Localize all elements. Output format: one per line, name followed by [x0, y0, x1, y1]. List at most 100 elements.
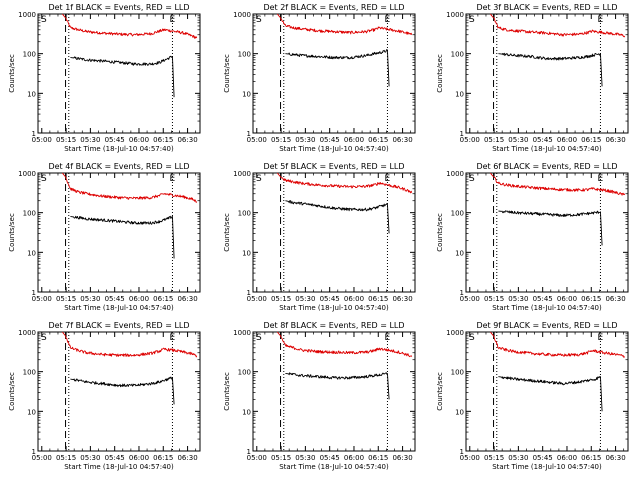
y-tick-label: 100 — [238, 369, 251, 377]
x-tick-label: 05:15 — [484, 454, 504, 462]
chart-title: Det 2f BLACK = Events, RED = LLD — [263, 3, 404, 12]
x-tick-label: 06:15 — [581, 454, 601, 462]
x-tick-label: 05:30 — [295, 136, 315, 144]
x-axis-label: Start Time (18-Jul-10 04:57:40) — [492, 463, 602, 471]
end-marker-label: E — [597, 333, 603, 343]
y-tick-label: 1000 — [233, 329, 251, 337]
y-tick-label: 10 — [242, 408, 251, 416]
x-tick-label: 06:00 — [344, 295, 364, 303]
chart-panel-1: Det 1f BLACK = Events, RED = LLD Counts/s… — [8, 3, 201, 153]
events-series-line — [498, 376, 603, 412]
end-marker-label: E — [169, 174, 175, 184]
x-axis-label: Start Time (18-Jul-10 04:57:40) — [492, 304, 602, 312]
x-tick-label: 05:15 — [484, 136, 504, 144]
y-axis-label: Counts/sec — [8, 213, 16, 252]
x-tick-label: 06:00 — [557, 136, 577, 144]
lld-series-line — [489, 172, 626, 196]
lld-series-line — [276, 13, 413, 35]
x-tick-label: 05:00 — [247, 295, 267, 303]
y-tick-label: 10 — [455, 249, 464, 257]
end-marker-label: E — [597, 15, 603, 25]
x-tick-label: 05:15 — [271, 454, 291, 462]
start-marker-label: S — [41, 174, 47, 184]
end-marker-label: E — [384, 333, 390, 343]
x-tick-label: 05:00 — [247, 454, 267, 462]
chart-title: Det 4f BLACK = Events, RED = LLD — [48, 162, 189, 171]
x-tick-label: 05:15 — [56, 454, 76, 462]
y-axis-label: Counts/sec — [223, 54, 231, 93]
events-series-line — [285, 372, 390, 400]
lld-series-line — [61, 13, 198, 39]
y-axis-label: Counts/sec — [223, 372, 231, 411]
x-tick-label: 06:15 — [368, 136, 388, 144]
x-tick-label: 06:15 — [368, 454, 388, 462]
x-tick-label: 05:15 — [271, 136, 291, 144]
end-marker-label: E — [169, 15, 175, 25]
x-tick-label: 06:15 — [153, 136, 173, 144]
y-axis-label: Counts/sec — [436, 54, 444, 93]
x-tick-label: 05:45 — [320, 454, 340, 462]
events-series-line — [498, 52, 603, 87]
end-marker-label: E — [384, 174, 390, 184]
x-axis-label: Start Time (18-Jul-10 04:57:40) — [64, 463, 174, 471]
x-tick-label: 06:00 — [344, 454, 364, 462]
x-tick-label: 06:30 — [605, 136, 625, 144]
y-tick-label: 1 — [32, 448, 36, 456]
y-tick-label: 100 — [238, 210, 251, 218]
plot-frame — [37, 331, 201, 452]
x-tick-label: 06:00 — [129, 454, 149, 462]
x-tick-label: 05:30 — [80, 454, 100, 462]
x-tick-label: 05:00 — [32, 295, 52, 303]
y-tick-label: 10 — [27, 408, 36, 416]
start-marker-label: S — [469, 333, 475, 343]
chart-title: Det 9f BLACK = Events, RED = LLD — [476, 321, 617, 330]
x-tick-label: 05:45 — [105, 454, 125, 462]
x-tick-label: 06:15 — [153, 295, 173, 303]
x-tick-label: 06:00 — [557, 295, 577, 303]
x-tick-label: 05:00 — [247, 136, 267, 144]
y-tick-label: 1 — [247, 448, 251, 456]
x-tick-label: 06:15 — [581, 136, 601, 144]
x-tick-label: 05:30 — [295, 295, 315, 303]
y-axis-label: Counts/sec — [8, 54, 16, 93]
x-tick-label: 06:30 — [605, 454, 625, 462]
chart-title: Det 3f BLACK = Events, RED = LLD — [476, 3, 617, 12]
y-tick-label: 10 — [27, 249, 36, 257]
start-marker-label: S — [256, 333, 262, 343]
x-tick-label: 05:30 — [295, 454, 315, 462]
y-axis-label: Counts/sec — [436, 213, 444, 252]
y-tick-label: 100 — [451, 210, 464, 218]
chart-title: Det 1f BLACK = Events, RED = LLD — [48, 3, 189, 12]
y-tick-label: 10 — [455, 90, 464, 98]
chart-title: Det 7f BLACK = Events, RED = LLD — [48, 321, 189, 330]
x-tick-label: 05:45 — [105, 295, 125, 303]
x-axis-label: Start Time (18-Jul-10 04:57:40) — [64, 304, 174, 312]
y-tick-label: 100 — [23, 51, 36, 59]
y-tick-label: 1000 — [233, 170, 251, 178]
y-tick-label: 1 — [32, 130, 36, 138]
x-tick-label: 05:30 — [80, 295, 100, 303]
x-tick-label: 06:30 — [177, 295, 197, 303]
plot-frame — [37, 172, 201, 293]
y-tick-label: 1000 — [18, 329, 36, 337]
start-marker-label: S — [469, 174, 475, 184]
start-marker-label: S — [469, 15, 475, 25]
y-tick-label: 1000 — [446, 11, 464, 19]
events-series-line — [285, 200, 390, 234]
end-marker-label: E — [597, 174, 603, 184]
x-tick-label: 05:00 — [460, 454, 480, 462]
x-tick-label: 05:15 — [56, 136, 76, 144]
events-series-line — [70, 215, 175, 259]
x-tick-label: 06:30 — [392, 295, 412, 303]
start-marker-label: S — [256, 15, 262, 25]
x-tick-label: 05:15 — [271, 295, 291, 303]
y-tick-label: 1 — [460, 289, 464, 297]
x-tick-label: 05:45 — [533, 454, 553, 462]
x-tick-label: 05:30 — [508, 454, 528, 462]
x-tick-label: 05:45 — [533, 136, 553, 144]
events-series-line — [70, 376, 175, 405]
x-tick-label: 05:15 — [484, 295, 504, 303]
y-tick-label: 10 — [455, 408, 464, 416]
x-tick-label: 06:30 — [177, 454, 197, 462]
